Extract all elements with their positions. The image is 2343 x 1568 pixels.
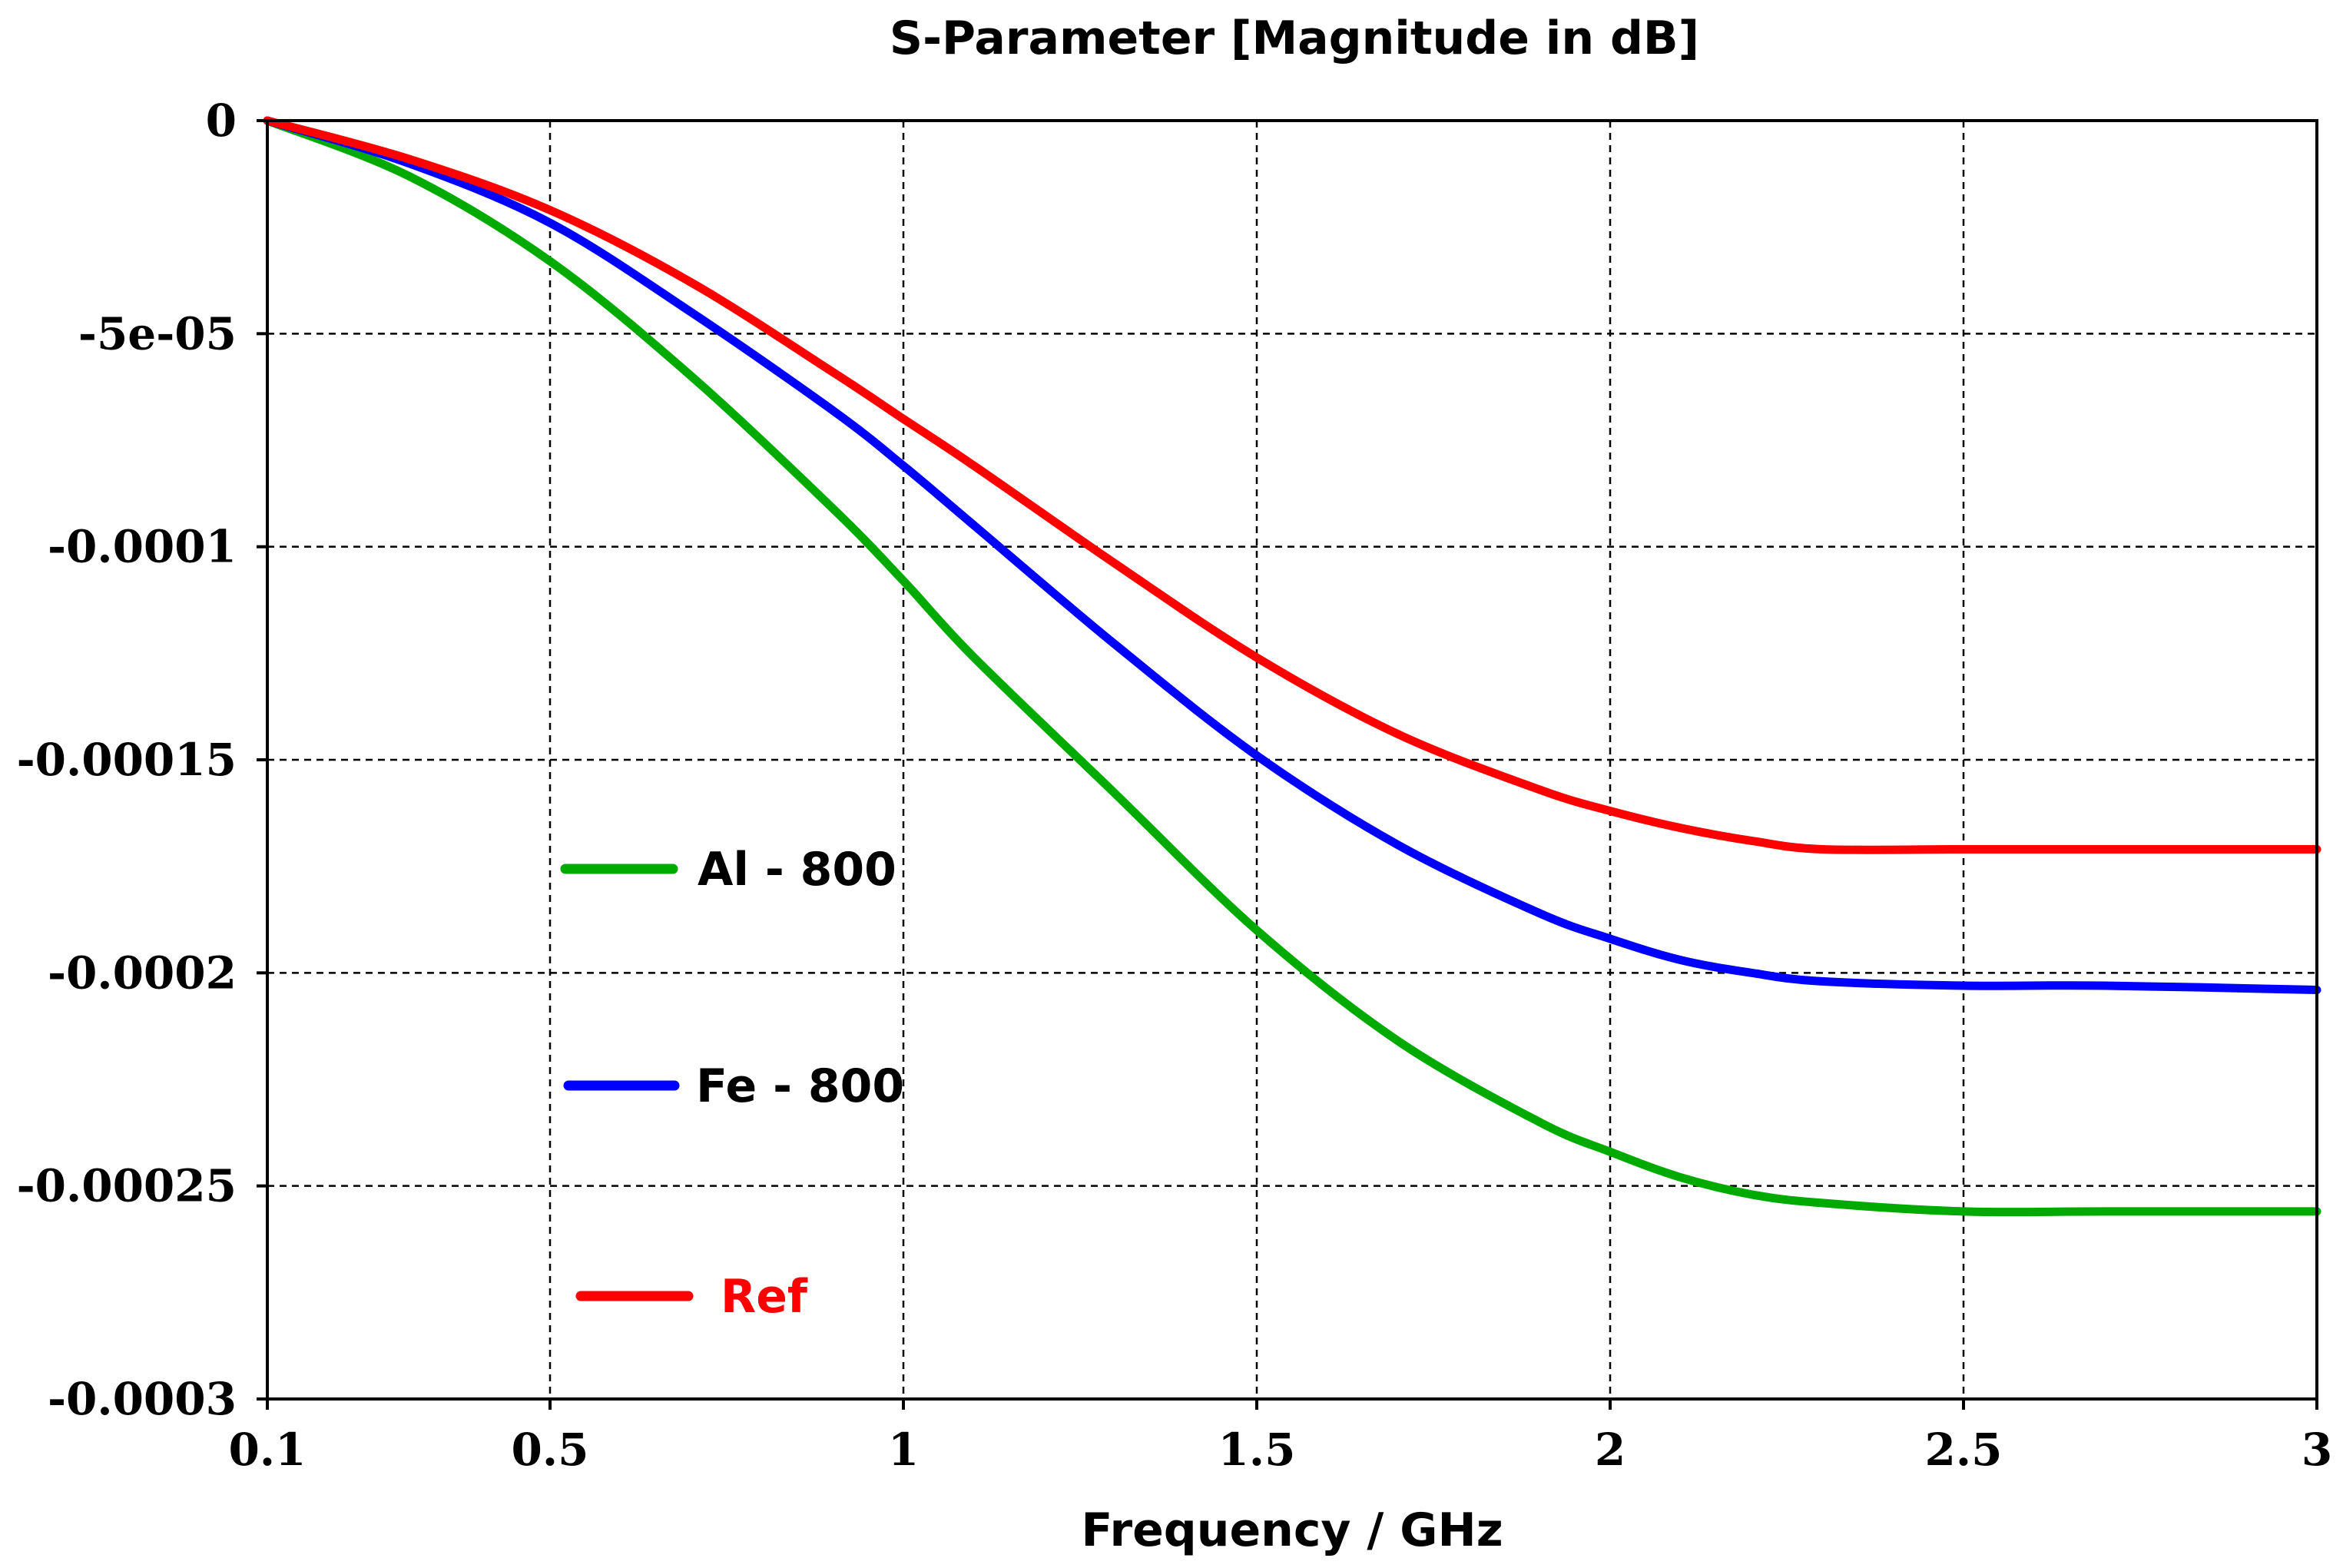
y-tick-label: -0.0002	[48, 946, 237, 999]
x-tick-label: 2.5	[1925, 1424, 2003, 1476]
legend-label-al-800: Al - 800	[698, 843, 896, 897]
legend-label-fe-800: Fe - 800	[696, 1059, 904, 1113]
y-tick-label: -0.0001	[48, 521, 237, 573]
x-tick-label: 1	[888, 1424, 919, 1476]
legend-label-ref: Ref	[721, 1270, 808, 1324]
axis-ticks	[257, 119, 2318, 1410]
series-layer	[263, 116, 2321, 1217]
x-tick-label: 0.1	[229, 1424, 307, 1476]
x-tick-label: 2	[1595, 1424, 1626, 1476]
y-tick-label: -0.00015	[17, 734, 237, 786]
series-line-al-800	[263, 116, 2321, 1217]
x-tick-label: 1.5	[1218, 1424, 1296, 1476]
y-tick-label: -0.00025	[17, 1160, 237, 1212]
grid	[267, 121, 2317, 1399]
y-tick-label: -5e-05	[78, 307, 237, 360]
x-axis-label: Frequency / GHz	[1081, 1503, 1503, 1557]
chart-title: S-Parameter [Magnitude in dB]	[890, 12, 1699, 65]
x-tick-label: 3	[2302, 1424, 2332, 1476]
series-line-fe-800	[263, 116, 2321, 994]
legend: Al - 800 Fe - 800 Ref	[560, 843, 904, 1324]
y-axis-tick-labels: 0 -5e-05 -0.0001 -0.00015 -0.0002 -0.00025 -0.…	[17, 94, 237, 1425]
x-tick-label: 0.5	[512, 1424, 589, 1476]
x-axis-tick-labels: 0.1 0.5 1 1.5 2 2.5 3	[229, 1424, 2333, 1476]
y-tick-label: -0.0003	[48, 1373, 237, 1425]
y-tick-label: 0	[206, 94, 237, 147]
series-line-ref	[263, 116, 2321, 854]
